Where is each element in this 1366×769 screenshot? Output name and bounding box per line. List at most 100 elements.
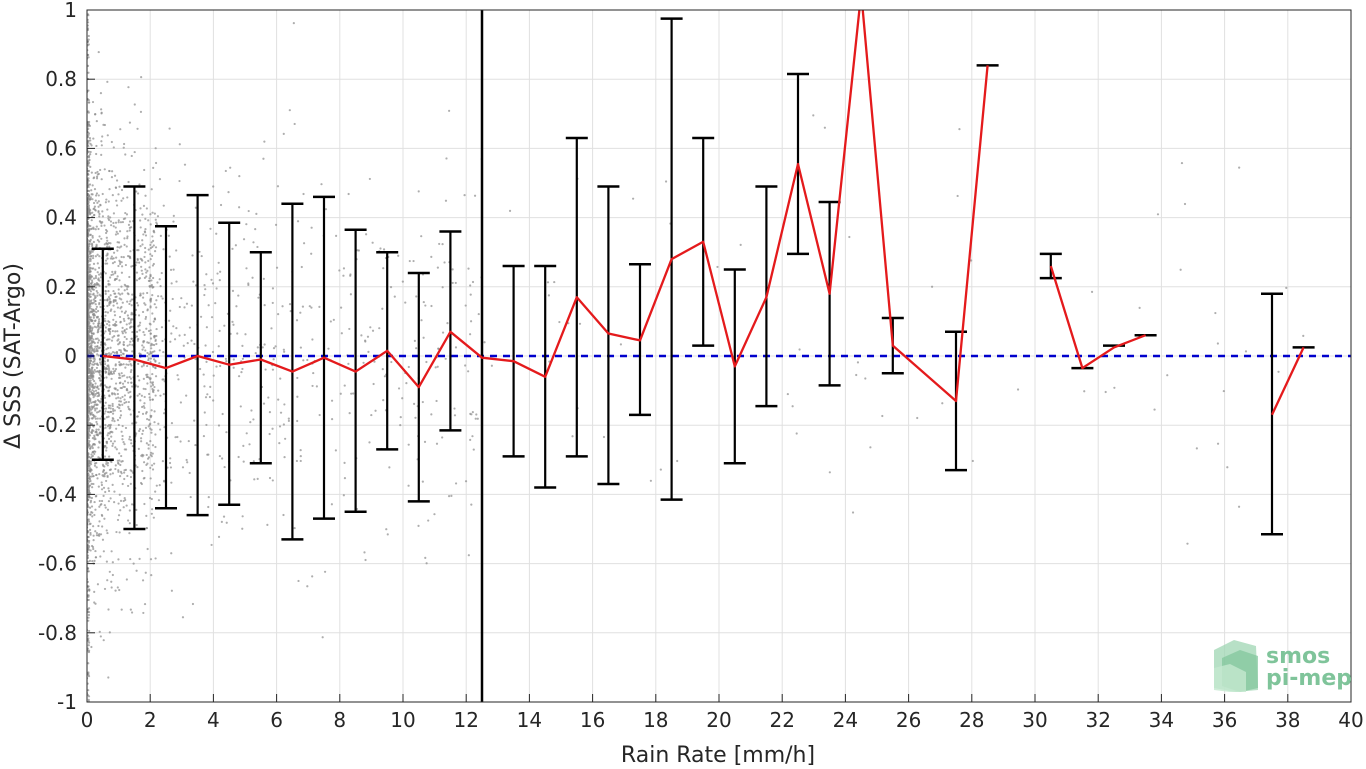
scatter-point: [390, 360, 393, 364]
y-tick-label: 0.6: [45, 136, 77, 160]
scatter-point: [219, 270, 222, 273]
scatter-point: [149, 427, 152, 430]
scatter-point: [100, 153, 103, 156]
mean-line-segment: [1049, 265, 1147, 370]
scatter-point: [94, 199, 97, 202]
scatter-point: [151, 211, 154, 214]
scatter-point: [87, 284, 90, 287]
scatter-point: [129, 319, 132, 322]
scatter-point: [144, 315, 148, 319]
scatter-point: [451, 268, 454, 271]
scatter-point: [89, 293, 92, 296]
scatter-point: [89, 270, 92, 273]
scatter-point: [153, 335, 156, 338]
scatter-point: [127, 86, 130, 89]
scatter-point: [110, 550, 113, 553]
scatter-point: [199, 367, 202, 371]
scatter-point: [338, 269, 341, 272]
scatter-point: [1237, 505, 1241, 508]
scatter-point: [119, 509, 122, 512]
scatter-point: [117, 502, 120, 505]
scatter-point: [131, 422, 134, 425]
scatter-point: [88, 197, 91, 201]
scatter-point: [183, 333, 186, 337]
scatter-point: [342, 274, 345, 277]
scatter-point: [89, 250, 93, 253]
scatter-point: [119, 128, 122, 131]
scatter-point: [103, 362, 107, 366]
scatter-point: [399, 416, 402, 419]
scatter-point: [147, 443, 150, 447]
scatter-point: [156, 215, 160, 218]
scatter-point: [150, 188, 153, 191]
scatter-point: [415, 347, 418, 350]
scatter-point: [117, 396, 120, 399]
scatter-point: [475, 413, 478, 416]
scatter-point: [94, 401, 97, 404]
logo-text-smos: smos: [1266, 644, 1330, 669]
scatter-point: [441, 243, 444, 246]
scatter-point: [112, 417, 115, 421]
x-tick-label: 2: [144, 708, 157, 732]
scatter-point: [103, 357, 106, 360]
scatter-point: [119, 320, 122, 323]
scatter-point: [87, 554, 90, 557]
scatter-point: [150, 409, 153, 412]
scatter-point: [224, 169, 227, 173]
scatter-point: [142, 292, 145, 295]
scatter-point: [252, 460, 255, 463]
scatter-point: [91, 560, 94, 563]
scatter-point: [971, 459, 974, 463]
scatter-point: [138, 261, 141, 264]
scatter-point: [87, 269, 90, 272]
scatter-point: [121, 482, 124, 486]
scatter-point: [123, 471, 126, 474]
scatter-point: [149, 258, 152, 261]
scatter-point: [129, 370, 132, 374]
scatter-point: [381, 368, 384, 371]
scatter-point: [116, 389, 119, 392]
scatter-point: [167, 319, 171, 322]
scatter-point: [311, 384, 314, 388]
scatter-point: [370, 413, 373, 417]
scatter-point: [146, 382, 149, 385]
scatter-point: [152, 166, 155, 170]
scatter-point: [87, 320, 90, 323]
scatter-point: [150, 464, 154, 467]
scatter-point: [93, 407, 97, 410]
scatter-point: [154, 490, 157, 493]
scatter-point: [90, 219, 93, 222]
scatter-point: [90, 469, 93, 472]
mean-line-segment: [1270, 346, 1305, 416]
scatter-point: [99, 272, 102, 275]
scatter-point: [131, 264, 134, 268]
scatter-point: [239, 405, 242, 408]
scatter-point: [141, 432, 144, 436]
scatter-point: [109, 294, 112, 297]
scatter-point: [916, 416, 919, 420]
scatter-point: [89, 302, 92, 305]
scatter-point: [123, 283, 126, 286]
scatter-point: [98, 473, 101, 476]
scatter-point: [97, 205, 100, 208]
scatter-point: [483, 341, 486, 344]
scatter-point: [97, 266, 101, 269]
scatter-point: [111, 194, 114, 197]
scatter-point: [90, 366, 94, 369]
scatter-point: [112, 251, 116, 254]
scatter-point: [109, 473, 112, 476]
scatter-point: [93, 590, 96, 593]
scatter-point: [477, 312, 480, 316]
scatter-point: [103, 455, 107, 458]
scatter-point: [87, 675, 91, 678]
scatter-point: [93, 362, 97, 365]
scatter-point: [295, 319, 299, 322]
scatter-point: [218, 454, 221, 458]
scatter-point: [94, 319, 97, 322]
scatter-point: [106, 364, 109, 367]
scatter-point: [87, 28, 90, 32]
scatter-point: [159, 394, 162, 397]
scatter-point: [207, 495, 210, 499]
scatter-point: [97, 227, 100, 231]
scatter-point: [105, 367, 108, 370]
